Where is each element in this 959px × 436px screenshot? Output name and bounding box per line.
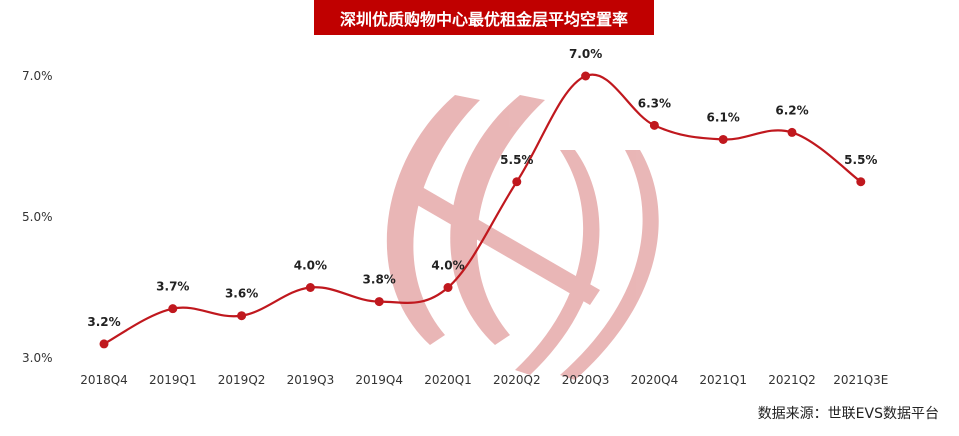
- x-tick-label: 2020Q3: [562, 373, 610, 387]
- data-label: 4.0%: [431, 259, 464, 273]
- data-point: [512, 177, 522, 187]
- x-tick-label: 2021Q2: [768, 373, 816, 387]
- watermark-logo: [386, 95, 659, 380]
- data-label: 3.2%: [87, 315, 120, 329]
- x-tick-label: 2019Q1: [149, 373, 197, 387]
- x-tick-label: 2019Q4: [355, 373, 403, 387]
- data-point: [443, 283, 453, 292]
- data-point: [856, 177, 866, 187]
- x-tick-label: 2020Q2: [493, 373, 541, 387]
- x-tick-label: 2021Q3E: [833, 373, 888, 387]
- data-point: [787, 127, 797, 137]
- x-tick-label: 2020Q1: [424, 373, 472, 387]
- x-tick-label: 2018Q4: [80, 373, 128, 387]
- data-label: 6.1%: [707, 110, 740, 124]
- data-point: [168, 304, 178, 314]
- y-tick-label: 5.0%: [22, 210, 53, 224]
- chart-title: 深圳优质购物中心最优租金层平均空置率: [314, 0, 654, 35]
- data-point: [718, 134, 728, 144]
- data-label: 5.5%: [500, 153, 533, 167]
- y-tick-label: 3.0%: [22, 351, 53, 365]
- data-point: [99, 339, 109, 349]
- data-point: [237, 311, 247, 321]
- x-tick-label: 2019Q3: [287, 373, 335, 387]
- y-tick-label: 7.0%: [22, 69, 53, 83]
- data-label: 3.8%: [363, 273, 396, 287]
- data-label: 3.6%: [225, 287, 258, 301]
- data-label: 3.7%: [156, 280, 189, 294]
- x-tick-label: 2020Q4: [631, 373, 679, 387]
- data-label: 6.3%: [638, 96, 671, 110]
- data-label: 7.0%: [569, 47, 602, 61]
- source-note: 数据来源：世联EVS数据平台: [757, 406, 939, 422]
- data-label: 6.2%: [775, 103, 808, 117]
- data-point: [649, 120, 659, 130]
- x-tick-label: 2019Q2: [218, 373, 266, 387]
- data-label: 5.5%: [844, 153, 877, 167]
- data-point: [305, 283, 315, 292]
- data-point: [374, 297, 384, 307]
- data-label: 4.0%: [294, 259, 327, 273]
- data-point: [581, 71, 591, 81]
- x-tick-label: 2021Q1: [699, 373, 747, 387]
